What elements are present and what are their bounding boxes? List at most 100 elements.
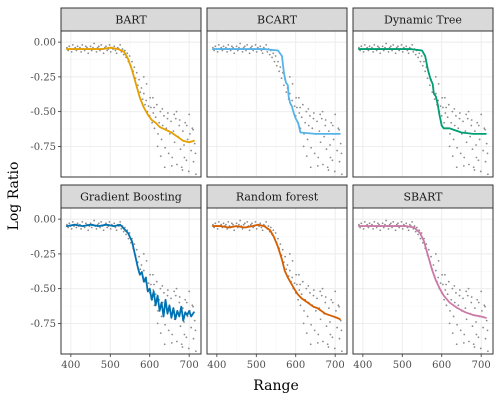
data-point <box>188 113 191 116</box>
data-point <box>159 155 162 158</box>
data-point <box>279 243 282 246</box>
data-point <box>297 273 300 276</box>
data-point <box>471 325 474 328</box>
data-point <box>447 103 450 106</box>
data-point <box>167 152 170 155</box>
data-point <box>113 222 116 225</box>
data-point <box>280 77 283 80</box>
data-point <box>317 333 320 336</box>
y-axis-title: Log Ratio <box>6 162 22 231</box>
data-point <box>307 107 310 110</box>
data-point <box>70 227 73 230</box>
data-point <box>243 45 246 48</box>
data-point <box>261 52 264 55</box>
data-point <box>305 155 308 158</box>
data-point <box>140 264 143 266</box>
data-point <box>298 289 301 291</box>
data-point <box>216 50 219 53</box>
data-point <box>173 141 176 144</box>
data-point <box>324 124 327 127</box>
data-point <box>455 291 457 294</box>
data-point <box>439 282 442 284</box>
data-point <box>442 106 444 109</box>
data-point <box>259 45 262 48</box>
data-point <box>411 44 414 46</box>
data-point <box>463 156 466 159</box>
data-point <box>68 222 71 225</box>
data-point <box>179 325 182 328</box>
data-point <box>192 128 195 131</box>
data-point <box>163 343 166 346</box>
data-point <box>486 152 489 155</box>
data-point <box>449 310 451 312</box>
data-point <box>413 225 416 227</box>
data-point <box>378 223 380 226</box>
data-point <box>321 287 324 290</box>
data-point <box>275 64 278 67</box>
data-point <box>299 106 301 109</box>
data-point <box>173 290 176 293</box>
data-point <box>120 227 123 230</box>
data-point <box>236 49 239 52</box>
data-point <box>185 336 188 339</box>
data-point <box>153 127 156 130</box>
data-point <box>109 227 112 230</box>
data-point <box>411 221 414 223</box>
data-point <box>89 45 92 48</box>
data-point <box>84 45 87 48</box>
data-point <box>449 133 451 135</box>
data-point <box>133 66 136 69</box>
data-point <box>406 49 409 52</box>
data-point <box>394 229 397 232</box>
panel-background <box>207 31 347 177</box>
data-point <box>105 222 107 225</box>
data-point <box>366 223 369 226</box>
data-point <box>242 223 245 226</box>
data-point <box>455 343 458 346</box>
data-point <box>160 315 163 318</box>
data-point <box>75 226 78 229</box>
data-point <box>139 91 142 94</box>
data-point <box>395 46 398 49</box>
data-point <box>395 223 398 226</box>
data-point <box>397 45 399 48</box>
data-point <box>193 142 196 145</box>
data-point <box>465 290 468 293</box>
data-point <box>363 44 366 46</box>
data-point <box>252 49 255 52</box>
data-point <box>371 223 373 226</box>
data-point <box>238 46 240 49</box>
data-point <box>137 84 139 87</box>
data-point <box>106 226 109 229</box>
data-point <box>462 341 465 344</box>
data-point <box>286 264 289 266</box>
data-point <box>434 252 437 255</box>
data-point <box>426 77 429 80</box>
data-point <box>295 96 298 99</box>
panel-border <box>352 207 494 355</box>
data-point <box>255 50 258 53</box>
data-point <box>279 66 282 69</box>
data-point <box>336 149 339 152</box>
data-point <box>129 241 132 244</box>
data-point <box>427 248 430 251</box>
data-point <box>119 44 122 46</box>
data-point <box>388 223 391 226</box>
data-point <box>259 222 262 225</box>
data-point <box>239 42 242 45</box>
data-point <box>407 229 410 232</box>
data-point <box>232 46 234 49</box>
data-point <box>325 148 328 151</box>
facet-panel-1: BART 0.00 -0.25 -0.50 -0.75 <box>30 7 202 178</box>
data-point <box>184 298 187 301</box>
data-point <box>92 46 94 49</box>
data-point <box>142 269 145 272</box>
data-point <box>86 46 88 49</box>
data-point <box>339 319 342 322</box>
data-point <box>455 114 457 117</box>
data-point <box>483 304 486 307</box>
data-point <box>401 50 404 53</box>
data-point <box>367 226 370 229</box>
data-point <box>464 130 467 133</box>
data-point <box>333 347 336 350</box>
